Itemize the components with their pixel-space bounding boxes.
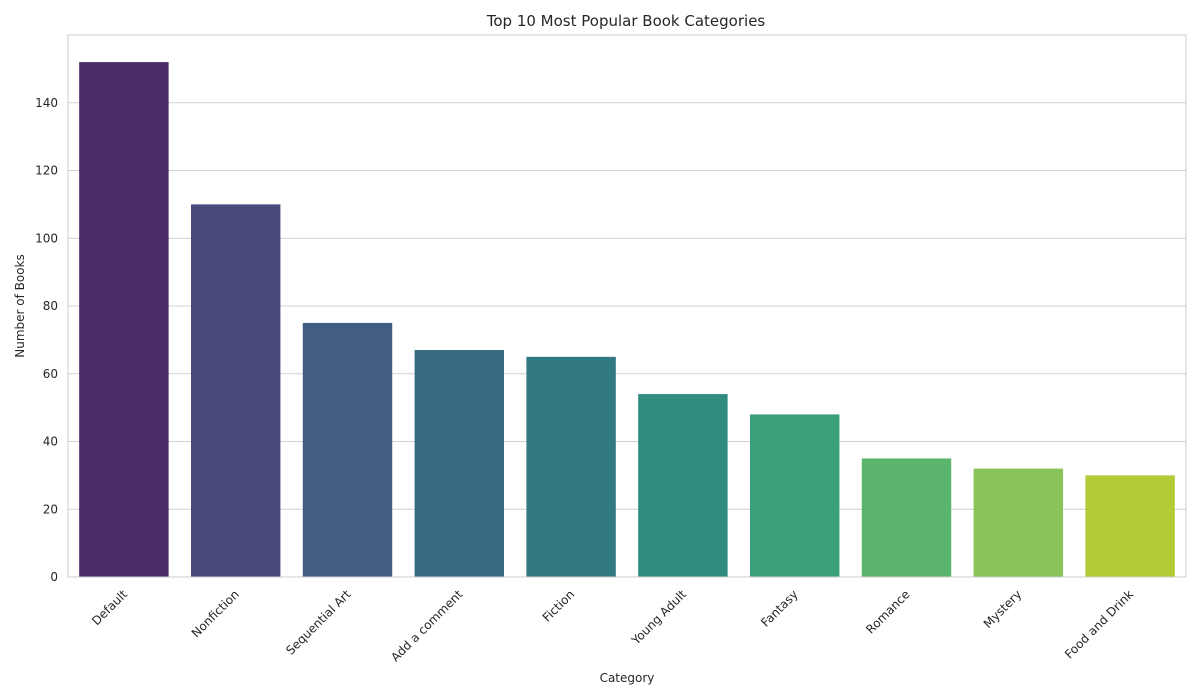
- x-tick-label: Default: [89, 587, 130, 628]
- bar-food-and-drink: [1085, 475, 1175, 577]
- y-tick-label: 80: [43, 299, 58, 313]
- bar-young-adult: [638, 394, 728, 577]
- x-tick-labels: Default Nonfiction Sequential Art Add a com…: [89, 587, 1136, 664]
- plot-frame: [67, 34, 1187, 578]
- bar-sequential-art: [302, 322, 393, 577]
- bar-fiction: [526, 356, 616, 577]
- bar-default: [79, 62, 169, 578]
- y-tick-label: 140: [35, 96, 58, 110]
- bar-add-a-comment: [414, 350, 505, 577]
- y-tick-label: 60: [43, 367, 58, 381]
- x-tick-label: Sequential Art: [283, 587, 354, 658]
- bar-romance: [861, 458, 952, 577]
- x-axis-label: Category: [600, 671, 655, 685]
- x-tick-label: Fiction: [540, 587, 577, 624]
- x-tick-label: Food and Drink: [1062, 587, 1136, 661]
- chart-title: Top 10 Most Popular Book Categories: [486, 12, 766, 30]
- bars: [79, 62, 1175, 578]
- bar-mystery: [973, 468, 1064, 577]
- y-tick-label: 100: [35, 231, 58, 245]
- y-tick-label: 0: [50, 570, 58, 584]
- y-axis-label: Number of Books: [13, 254, 27, 358]
- y-tick-label: 20: [43, 502, 58, 516]
- y-tick-label: 40: [43, 435, 58, 449]
- x-tick-label: Fantasy: [758, 587, 801, 630]
- x-tick-label: Young Adult: [628, 587, 689, 648]
- x-tick-label: Add a comment: [388, 587, 465, 664]
- x-tick-label: Nonfiction: [189, 587, 242, 640]
- y-tick-labels: 0 20 40 60 80 100 120 140: [35, 96, 58, 584]
- x-tick-label: Mystery: [981, 587, 1025, 631]
- bar-nonfiction: [190, 204, 281, 577]
- y-tick-label: 120: [35, 164, 58, 178]
- x-tick-label: Romance: [863, 587, 912, 636]
- bar-fantasy: [749, 414, 840, 577]
